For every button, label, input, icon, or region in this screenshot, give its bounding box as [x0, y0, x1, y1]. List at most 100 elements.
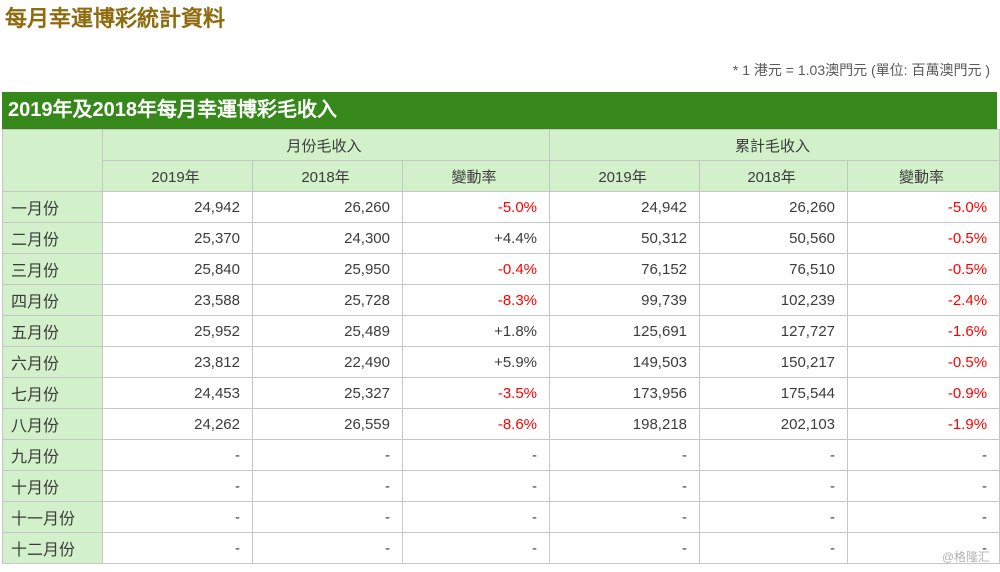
change-rate-cell: -5.0% [847, 191, 1000, 223]
revenue-cell: - [699, 532, 849, 564]
col-header-cumulative-2019: 2019年 [549, 160, 701, 192]
change-rate-cell: - [847, 470, 1000, 502]
col-header-monthly-change: 變動率 [401, 160, 551, 192]
change-rate-cell: -0.5% [847, 222, 1000, 254]
revenue-cell: - [102, 501, 253, 533]
change-rate-cell: -8.6% [401, 408, 551, 440]
revenue-cell: 127,727 [699, 315, 849, 347]
unit-note: * 1 港元 = 1.03澳門元 (單位: 百萬澳門元 ) [732, 62, 990, 78]
revenue-cell: 99,739 [549, 284, 701, 316]
month-label: 四月份 [2, 284, 103, 316]
month-label: 七月份 [2, 377, 103, 409]
col-header-cumulative-2018: 2018年 [699, 160, 849, 192]
revenue-cell: 50,560 [699, 222, 849, 254]
revenue-cell: 150,217 [699, 346, 849, 378]
month-label: 二月份 [2, 222, 103, 254]
change-rate-cell: -1.9% [847, 408, 1000, 440]
revenue-cell: - [252, 439, 403, 471]
table-caption: 2019年及2018年每月幸運博彩毛收入 [2, 92, 997, 129]
revenue-cell: 25,489 [252, 315, 403, 347]
month-label: 一月份 [2, 191, 103, 223]
revenue-cell: - [252, 532, 403, 564]
change-rate-cell: - [401, 439, 551, 471]
month-label: 十二月份 [2, 532, 103, 564]
table-row: 十一月份 - - - - - - [2, 501, 1000, 533]
table-row: 三月份 25,840 25,950 -0.4% 76,152 76,510 -0.5% [2, 253, 1000, 285]
change-rate-cell: -0.5% [847, 253, 1000, 285]
change-rate-cell: -5.0% [401, 191, 551, 223]
change-rate-cell: +5.9% [401, 346, 551, 378]
revenue-cell: - [549, 501, 701, 533]
revenue-cell: 24,942 [549, 191, 701, 223]
revenue-cell: 24,453 [102, 377, 253, 409]
col-header-monthly-2018: 2018年 [252, 160, 403, 192]
revenue-cell: 202,103 [699, 408, 849, 440]
change-rate-cell: - [847, 501, 1000, 533]
revenue-cell: 24,262 [102, 408, 253, 440]
change-rate-cell: - [847, 439, 1000, 471]
change-rate-cell: +1.8% [401, 315, 551, 347]
revenue-cell: 173,956 [549, 377, 701, 409]
change-rate-cell: - [401, 501, 551, 533]
table-row: 二月份 25,370 24,300 +4.4% 50,312 50,560 -0.5% [2, 222, 1000, 254]
month-label: 八月份 [2, 408, 103, 440]
revenue-cell: 50,312 [549, 222, 701, 254]
revenue-cell: - [549, 439, 701, 471]
month-label: 九月份 [2, 439, 103, 471]
change-rate-cell: -0.9% [847, 377, 1000, 409]
change-rate-cell: -2.4% [847, 284, 1000, 316]
revenue-cell: - [102, 532, 253, 564]
stats-table-section: 2019年及2018年每月幸運博彩毛收入 月份毛收入 累計毛收入 2019年 2… [2, 92, 1000, 564]
table-row: 十二月份 - - - - - - [2, 532, 1000, 564]
revenue-cell: - [252, 470, 403, 502]
month-label: 三月份 [2, 253, 103, 285]
revenue-cell: 25,728 [252, 284, 403, 316]
group-header-row: 月份毛收入 累計毛收入 [2, 129, 1000, 192]
revenue-cell: - [699, 470, 849, 502]
revenue-cell: 24,942 [102, 191, 253, 223]
revenue-cell: 26,260 [252, 191, 403, 223]
revenue-cell: 125,691 [549, 315, 701, 347]
month-label: 十一月份 [2, 501, 103, 533]
revenue-cell: 175,544 [699, 377, 849, 409]
change-rate-cell: - [401, 470, 551, 502]
revenue-cell: 24,300 [252, 222, 403, 254]
revenue-cell: 25,952 [102, 315, 253, 347]
revenue-cell: - [102, 439, 253, 471]
table-row: 四月份 23,588 25,728 -8.3% 99,739 102,239 -2.4% [2, 284, 1000, 316]
revenue-cell: 76,152 [549, 253, 701, 285]
col-header-monthly-2019: 2019年 [102, 160, 253, 192]
table-row: 一月份 24,942 26,260 -5.0% 24,942 26,260 -5.0% [2, 191, 1000, 223]
revenue-cell: 149,503 [549, 346, 701, 378]
table-row: 十月份 - - - - - - [2, 470, 1000, 502]
corner-cell [2, 129, 103, 192]
change-rate-cell: -8.3% [401, 284, 551, 316]
col-header-cumulative-change: 變動率 [847, 160, 1000, 192]
revenue-cell: - [102, 470, 253, 502]
table-row: 八月份 24,262 26,559 -8.6% 198,218 202,103 -1.9% [2, 408, 1000, 440]
revenue-cell: - [252, 501, 403, 533]
revenue-cell: 25,327 [252, 377, 403, 409]
revenue-cell: 25,950 [252, 253, 403, 285]
group-header-cumulative: 累計毛收入 [549, 129, 1000, 161]
revenue-cell: - [699, 501, 849, 533]
table-row: 六月份 23,812 22,490 +5.9% 149,503 150,217 -0.5% [2, 346, 1000, 378]
revenue-cell: 25,370 [102, 222, 253, 254]
revenue-cell: - [549, 470, 701, 502]
table-row: 七月份 24,453 25,327 -3.5% 173,956 175,544 -0.9% [2, 377, 1000, 409]
page-title: 每月幸運博彩統計資料 [5, 6, 226, 31]
revenue-cell: 26,260 [699, 191, 849, 223]
change-rate-cell: - [401, 532, 551, 564]
change-rate-cell: -3.5% [401, 377, 551, 409]
month-label: 六月份 [2, 346, 103, 378]
revenue-cell: - [549, 532, 701, 564]
month-label: 十月份 [2, 470, 103, 502]
revenue-cell: 23,812 [102, 346, 253, 378]
revenue-cell: 198,218 [549, 408, 701, 440]
stats-table: 月份毛收入 累計毛收入 2019年 2018年 變動率 2019年 2018年 … [2, 129, 1000, 564]
table-body: 一月份 24,942 26,260 -5.0% 24,942 26,260 -5.0% 二月份… [2, 191, 1000, 564]
change-rate-cell: -0.5% [847, 346, 1000, 378]
revenue-cell: 23,588 [102, 284, 253, 316]
change-rate-cell: -0.4% [401, 253, 551, 285]
change-rate-cell: -1.6% [847, 315, 1000, 347]
